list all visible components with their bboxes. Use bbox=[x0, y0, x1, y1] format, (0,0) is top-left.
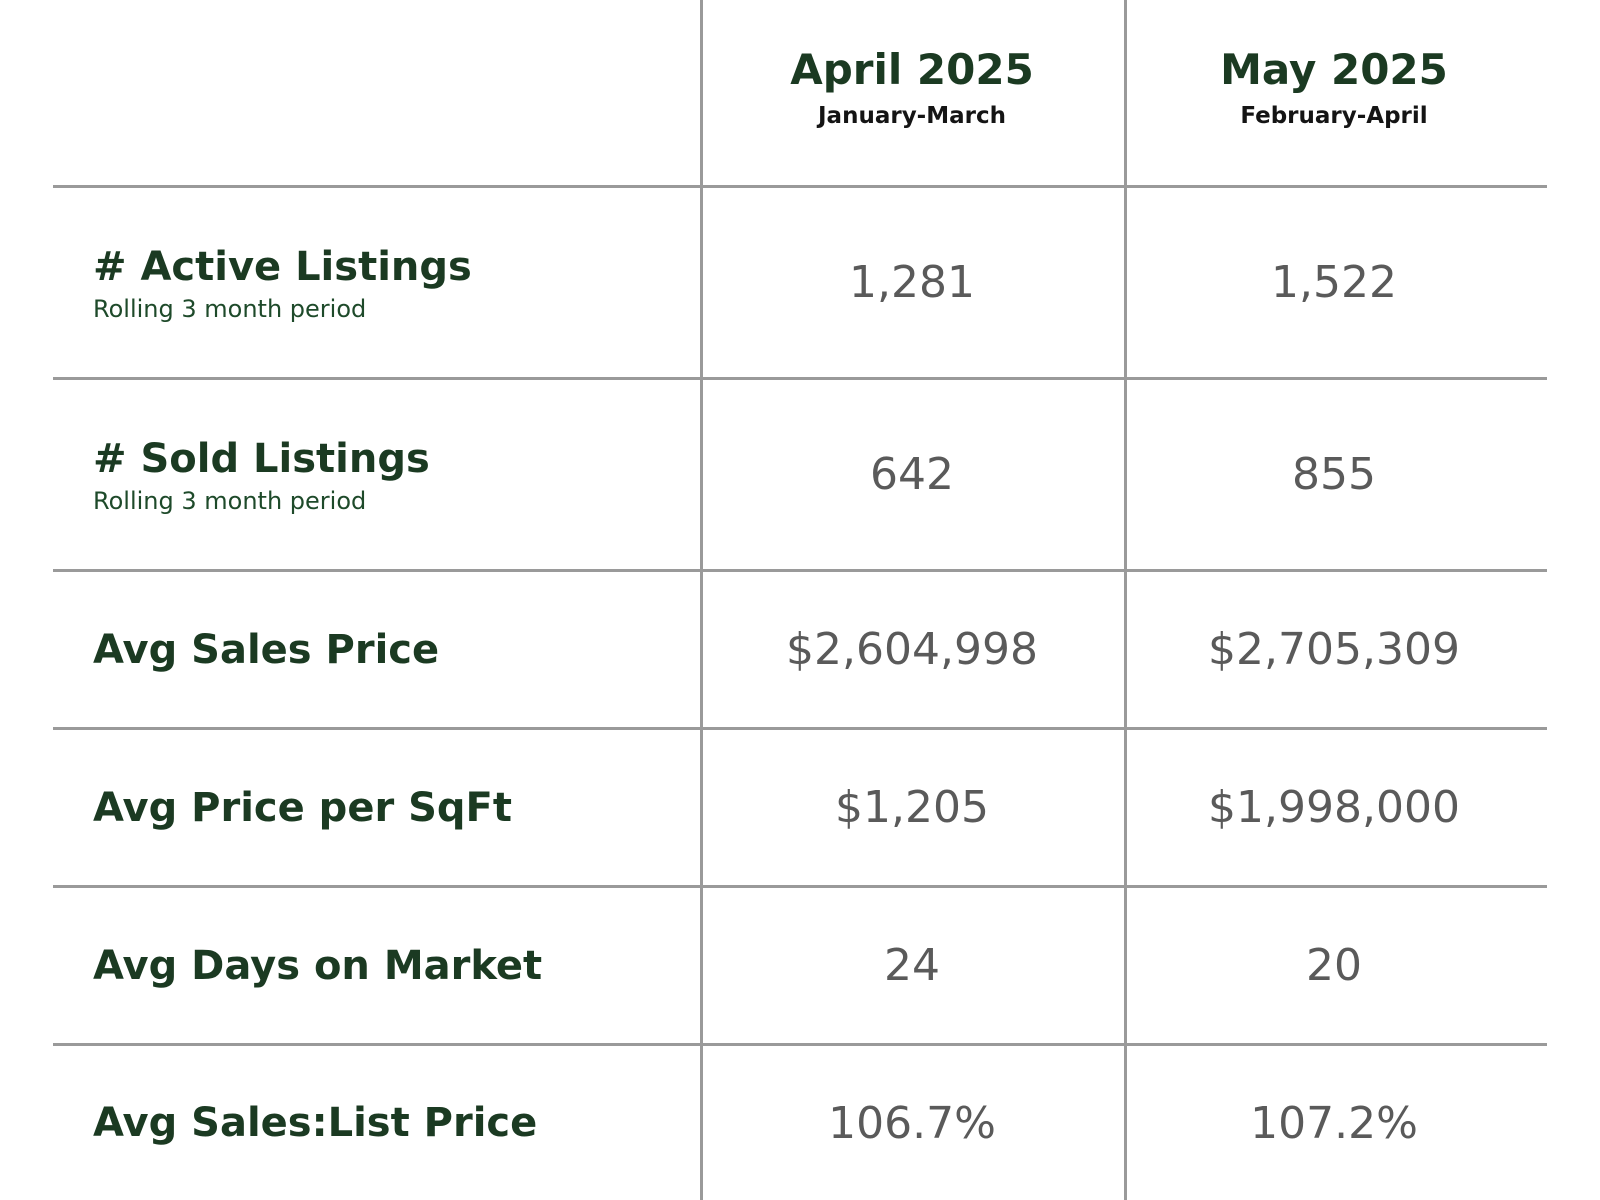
table-cell-may: 1,522 bbox=[1271, 257, 1397, 308]
row-label: Avg Days on Market bbox=[93, 942, 543, 989]
column-header-may: May 2025 February-April bbox=[1124, 42, 1544, 132]
row-label-group: # Active Listings Rolling 3 month period bbox=[93, 188, 693, 377]
table-cell-april: 642 bbox=[870, 449, 954, 500]
row-divider-4 bbox=[53, 885, 1547, 888]
table-row-active-listings: # Active Listings Rolling 3 month period… bbox=[0, 188, 1600, 377]
row-sublabel: Rolling 3 month period bbox=[93, 294, 367, 323]
column-header-april: April 2025 January-March bbox=[702, 42, 1122, 132]
table-cell-may: $2,705,309 bbox=[1208, 624, 1460, 675]
row-sublabel: Rolling 3 month period bbox=[93, 486, 367, 515]
row-label: # Active Listings bbox=[93, 243, 472, 290]
table-row-avg-days-on-market: Avg Days on Market 24 20 bbox=[0, 888, 1600, 1043]
column-title: April 2025 bbox=[790, 45, 1034, 94]
column-period: February-April bbox=[1240, 103, 1428, 129]
table-row-avg-sales-price: Avg Sales Price $2,604,998 $2,705,309 bbox=[0, 572, 1600, 727]
column-divider-1 bbox=[700, 0, 703, 1200]
row-label: Avg Sales Price bbox=[93, 626, 440, 673]
table-cell-april: 1,281 bbox=[849, 257, 975, 308]
row-label-group: Avg Sales Price bbox=[93, 572, 693, 727]
row-divider-5 bbox=[53, 1043, 1547, 1046]
row-divider-1 bbox=[53, 377, 1547, 380]
table-row-sold-listings: # Sold Listings Rolling 3 month period 6… bbox=[0, 380, 1600, 569]
column-divider-2 bbox=[1124, 0, 1127, 1200]
table-row-avg-price-per-sqft: Avg Price per SqFt $1,205 $1,998,000 bbox=[0, 730, 1600, 885]
column-title: May 2025 bbox=[1220, 45, 1448, 94]
table-cell-may: 855 bbox=[1292, 449, 1376, 500]
table-cell-april: $1,205 bbox=[835, 782, 989, 833]
row-label: # Sold Listings bbox=[93, 435, 430, 482]
table-cell-may: $1,998,000 bbox=[1208, 782, 1460, 833]
row-label-group: # Sold Listings Rolling 3 month period bbox=[93, 380, 693, 569]
row-label-group: Avg Sales:List Price bbox=[93, 1046, 693, 1200]
column-period: January-March bbox=[818, 103, 1006, 129]
row-label-group: Avg Days on Market bbox=[93, 888, 693, 1043]
table-cell-may: 20 bbox=[1306, 940, 1362, 991]
row-divider-header bbox=[53, 185, 1547, 188]
table-cell-may: 107.2% bbox=[1250, 1097, 1418, 1149]
row-divider-2 bbox=[53, 569, 1547, 572]
table-cell-april: $2,604,998 bbox=[786, 624, 1038, 675]
row-label: Avg Price per SqFt bbox=[93, 784, 512, 831]
table-cell-april: 24 bbox=[884, 940, 940, 991]
table-row-avg-sales-list-price: Avg Sales:List Price 106.7% 107.2% bbox=[0, 1046, 1600, 1200]
row-label: Avg Sales:List Price bbox=[93, 1100, 538, 1146]
row-divider-3 bbox=[53, 727, 1547, 730]
table-cell-april: 106.7% bbox=[828, 1097, 996, 1149]
row-label-group: Avg Price per SqFt bbox=[93, 730, 693, 885]
